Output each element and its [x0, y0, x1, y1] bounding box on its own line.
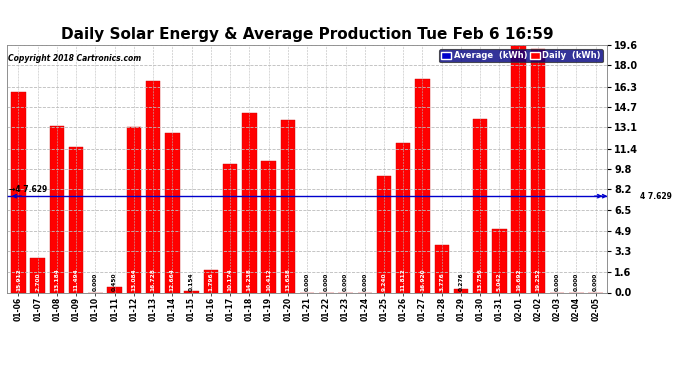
Text: 10.412: 10.412	[266, 269, 271, 291]
Text: 16.920: 16.920	[420, 269, 425, 291]
Text: 0.450: 0.450	[112, 273, 117, 291]
Text: 0.276: 0.276	[458, 273, 464, 291]
Bar	[146, 81, 160, 292]
Text: 0.000: 0.000	[93, 273, 98, 291]
Text: 12.664: 12.664	[170, 268, 175, 291]
Text: 10.174: 10.174	[228, 269, 233, 291]
Bar	[511, 44, 526, 292]
Text: 15.912: 15.912	[16, 269, 21, 291]
Text: 19.252: 19.252	[535, 269, 540, 291]
Text: 1.796: 1.796	[208, 273, 213, 291]
Bar	[281, 120, 295, 292]
Text: 0.154: 0.154	[189, 273, 194, 291]
Bar	[377, 176, 391, 292]
Text: 4 7.629: 4 7.629	[640, 192, 672, 201]
Bar	[473, 119, 487, 292]
Text: 13.658: 13.658	[285, 268, 290, 291]
Text: 13.084: 13.084	[131, 269, 137, 291]
Bar	[223, 164, 237, 292]
Bar	[492, 229, 506, 292]
Bar	[262, 161, 276, 292]
Bar	[108, 287, 122, 292]
Bar	[204, 270, 218, 292]
Text: Copyright 2018 Cartronics.com: Copyright 2018 Cartronics.com	[8, 54, 141, 63]
Text: 0.000: 0.000	[593, 273, 598, 291]
Bar	[435, 245, 449, 292]
Text: 5.042: 5.042	[497, 273, 502, 291]
Text: 16.728: 16.728	[150, 268, 156, 291]
Text: 0.000: 0.000	[362, 273, 367, 291]
Text: 11.494: 11.494	[74, 269, 79, 291]
Bar	[454, 289, 469, 292]
Bar	[127, 127, 141, 292]
Text: 14.238: 14.238	[247, 268, 252, 291]
Text: 0.000: 0.000	[555, 273, 560, 291]
Bar	[165, 133, 179, 292]
Text: 0.000: 0.000	[574, 273, 579, 291]
Text: →4 7.629: →4 7.629	[9, 185, 47, 194]
Text: 0.000: 0.000	[324, 273, 329, 291]
Bar	[242, 113, 257, 292]
Bar	[415, 79, 430, 292]
Bar	[30, 258, 45, 292]
Legend: Average  (kWh), Daily  (kWh): Average (kWh), Daily (kWh)	[440, 49, 603, 62]
Text: 13.756: 13.756	[477, 268, 483, 291]
Text: 0.000: 0.000	[343, 273, 348, 291]
Bar	[69, 147, 83, 292]
Title: Daily Solar Energy & Average Production Tue Feb 6 16:59: Daily Solar Energy & Average Production …	[61, 27, 553, 42]
Text: 13.184: 13.184	[55, 268, 59, 291]
Bar	[11, 92, 26, 292]
Bar	[396, 143, 411, 292]
Bar	[184, 291, 199, 292]
Text: 9.240: 9.240	[382, 273, 386, 291]
Bar	[50, 126, 64, 292]
Text: 2.700: 2.700	[35, 273, 40, 291]
Text: 11.812: 11.812	[401, 268, 406, 291]
Text: 0.000: 0.000	[304, 273, 310, 291]
Bar	[531, 50, 545, 292]
Text: 19.692: 19.692	[516, 269, 521, 291]
Text: 3.776: 3.776	[440, 273, 444, 291]
